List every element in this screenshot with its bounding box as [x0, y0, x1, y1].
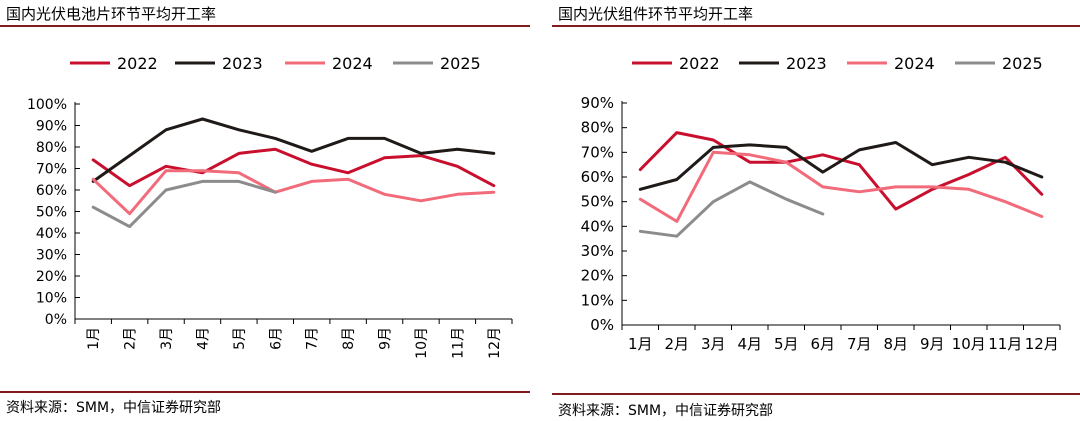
y-tick-label: 40% — [36, 226, 67, 242]
y-tick-label: 10% — [36, 291, 67, 307]
x-tick-label: 12月 — [1025, 335, 1059, 353]
x-tick-label: 3月 — [701, 335, 726, 353]
legend-label-2023: 2023 — [222, 54, 263, 73]
y-tick-label: 30% — [581, 242, 614, 260]
left-chart-panel: 国内光伏电池片环节平均开工率 2022 2023 2024 2025 0% 10% 20% 3… — [0, 0, 530, 421]
x-tick-label: 6月 — [268, 327, 284, 350]
title-rule — [0, 25, 530, 27]
y-tick-label: 50% — [36, 205, 67, 221]
y-tick-label: 80% — [36, 140, 67, 156]
y-tick-label: 60% — [581, 168, 614, 186]
legend-label-2022: 2022 — [117, 54, 158, 73]
y-tick-label: 70% — [36, 162, 67, 178]
series-line-2022 — [91, 147, 496, 188]
x-tick-label: 4月 — [195, 327, 211, 350]
source-note: 资料来源：SMM，中信证券研究部 — [558, 403, 774, 419]
x-tick-label: 5月 — [232, 327, 248, 350]
source-rule — [0, 391, 530, 393]
x-tick-label: 10月 — [952, 335, 986, 353]
x-tick-label: 11月 — [450, 327, 466, 359]
y-tick-label: 90% — [36, 119, 67, 135]
series-line-2025 — [638, 180, 825, 238]
source-note: 资料来源：SMM，中信证券研究部 — [6, 400, 222, 416]
chart-title: 国内光伏电池片环节平均开工率 — [6, 5, 217, 23]
y-tick-label: 60% — [36, 183, 67, 199]
series-line-2022 — [638, 131, 1044, 211]
x-tick-label: 7月 — [305, 327, 321, 350]
x-tick-label: 7月 — [847, 335, 872, 353]
series-line-2024 — [91, 169, 496, 216]
x-tick-label: 8月 — [341, 327, 357, 350]
y-tick-label: 30% — [36, 248, 67, 264]
x-tick-label: 2月 — [664, 335, 689, 353]
y-tick-label: 0% — [45, 312, 67, 328]
y-tick-label: 70% — [581, 143, 614, 161]
legend-label-2022: 2022 — [679, 54, 720, 73]
y-tick-label: 20% — [36, 269, 67, 285]
legend-label-2023: 2023 — [786, 54, 827, 73]
x-tick-label: 1月 — [628, 335, 653, 353]
x-tick-label: 4月 — [737, 335, 762, 353]
x-tick-label: 5月 — [774, 335, 799, 353]
y-tick-label: 50% — [581, 193, 614, 211]
line-chart: 2022 2023 2024 2025 0% 10% 20% 30% 40% 50% 60% 70% 8… — [581, 54, 1061, 353]
x-tick-label: 11月 — [988, 335, 1022, 353]
x-tick-label: 9月 — [920, 335, 945, 353]
x-tick-label: 12月 — [487, 327, 503, 359]
source-rule — [552, 393, 1080, 395]
chart-title: 国内光伏组件环节平均开工率 — [558, 5, 754, 23]
series-line-2025 — [91, 179, 277, 229]
title-rule — [552, 25, 1080, 27]
y-tick-label: 100% — [27, 97, 67, 113]
x-tick-label: 8月 — [883, 335, 908, 353]
line-chart: 2022 2023 2024 2025 0% 10% 20% 30% 40% 50% 60% 70% 8… — [27, 54, 513, 359]
y-tick-label: 40% — [581, 217, 614, 235]
x-tick-label: 6月 — [810, 335, 835, 353]
x-tick-label: 3月 — [159, 327, 175, 350]
y-tick-label: 0% — [590, 316, 614, 334]
y-tick-label: 10% — [581, 291, 614, 309]
series-line-2024 — [638, 150, 1044, 223]
y-tick-label: 80% — [581, 119, 614, 137]
x-tick-label: 2月 — [123, 327, 139, 350]
legend-label-2024: 2024 — [894, 54, 935, 73]
legend-label-2024: 2024 — [332, 54, 373, 73]
series-line-2023 — [638, 141, 1044, 191]
x-tick-label: 9月 — [378, 327, 394, 350]
y-tick-label: 20% — [581, 267, 614, 285]
legend-label-2025: 2025 — [1002, 54, 1043, 73]
legend-label-2025: 2025 — [440, 54, 481, 73]
x-tick-label: 1月 — [86, 327, 102, 350]
right-chart-panel: 国内光伏组件环节平均开工率 2022 2023 2024 2025 0% 10% 20% 30… — [552, 0, 1080, 421]
series-line-2023 — [91, 117, 496, 183]
x-tick-label: 10月 — [414, 327, 430, 359]
y-tick-label: 90% — [581, 94, 614, 112]
